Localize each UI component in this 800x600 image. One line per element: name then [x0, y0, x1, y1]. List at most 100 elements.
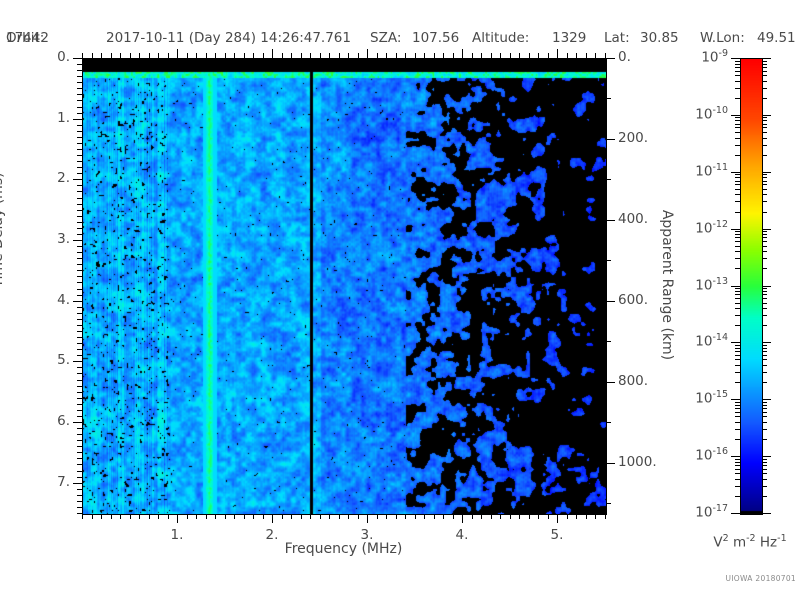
axis-tick	[77, 167, 82, 168]
axis-tick	[735, 412, 740, 413]
axis-tick	[77, 513, 82, 514]
axis-tick	[735, 124, 740, 125]
axis-tick	[77, 216, 82, 217]
axis-tick	[405, 53, 406, 58]
observation-header: Orbit: 17442 2017-10-11 (Day 284) 14:26:4…	[6, 30, 796, 46]
axis-tick	[762, 88, 767, 89]
axis-tick	[386, 53, 387, 58]
axis-tick-label: 4.	[57, 292, 70, 308]
axis-tick	[735, 465, 740, 466]
axis-tick	[595, 514, 596, 519]
axis-tick	[196, 53, 197, 58]
axis-tick	[735, 117, 740, 118]
axis-tick	[762, 298, 767, 299]
axis-tick	[762, 138, 767, 139]
axis-tick	[377, 53, 378, 58]
axis-tick	[77, 185, 82, 186]
axis-tick	[548, 53, 549, 58]
axis-tick	[735, 325, 740, 326]
axis-tick	[291, 53, 292, 58]
axis-tick	[434, 514, 435, 519]
colorbar-tick-label: 10-15	[695, 389, 728, 407]
axis-tick	[130, 53, 131, 58]
axis-tick	[139, 53, 140, 58]
axis-tick	[762, 479, 767, 480]
axis-tick	[77, 471, 82, 472]
axis-tick	[244, 514, 245, 519]
axis-tick	[519, 514, 520, 519]
axis-tick	[443, 53, 444, 58]
colorbar-tick-label: 10-11	[695, 162, 728, 180]
axis-tick	[762, 229, 771, 230]
axis-tick	[762, 177, 767, 178]
axis-tick	[762, 286, 771, 287]
axis-tick	[735, 127, 740, 128]
axis-tick	[253, 514, 254, 519]
axis-tick	[77, 501, 82, 502]
colorbar-tick-label: 10-17	[695, 503, 728, 521]
axis-tick	[77, 64, 82, 65]
axis-tick	[762, 172, 771, 173]
axis-tick	[111, 53, 112, 58]
axis-tick	[310, 514, 311, 519]
axis-tick-label: 1.	[57, 110, 70, 126]
axis-tick	[215, 514, 216, 519]
axis-tick	[177, 514, 178, 523]
axis-tick	[348, 514, 349, 519]
colorbar-tick-label: 10-9	[701, 48, 728, 66]
header-wlon-value: 49.51	[757, 30, 796, 46]
axis-tick	[606, 341, 611, 342]
axis-tick	[329, 514, 330, 519]
axis-tick	[735, 291, 740, 292]
axis-tick	[481, 514, 482, 519]
axis-tick	[130, 514, 131, 519]
axis-tick	[606, 98, 611, 99]
axis-tick	[735, 416, 740, 417]
axis-tick	[396, 514, 397, 519]
axis-tick	[77, 404, 82, 405]
axis-tick	[735, 355, 740, 356]
axis-tick	[762, 201, 767, 202]
axis-tick	[177, 49, 178, 58]
axis-tick	[77, 295, 82, 296]
axis-tick	[762, 486, 767, 487]
colorbar-tick-label: 10-14	[695, 332, 728, 350]
axis-tick	[77, 70, 82, 71]
axis-tick	[77, 191, 82, 192]
axis-tick	[367, 514, 368, 523]
axis-tick	[735, 298, 740, 299]
axis-tick	[735, 473, 740, 474]
axis-tick	[77, 173, 82, 174]
axis-tick	[762, 315, 767, 316]
axis-tick	[557, 49, 558, 58]
axis-tick	[735, 75, 740, 76]
axis-tick	[367, 49, 368, 58]
axis-tick	[77, 289, 82, 290]
axis-tick	[735, 294, 740, 295]
axis-tick	[606, 179, 611, 180]
axis-tick	[77, 428, 82, 429]
axis-tick	[762, 58, 771, 59]
axis-tick	[731, 513, 740, 514]
axis-tick	[77, 210, 82, 211]
axis-tick	[77, 313, 82, 314]
axis-tick	[234, 514, 235, 519]
axis-tick	[339, 514, 340, 519]
axis-tick	[491, 514, 492, 519]
axis-tick	[762, 429, 767, 430]
axis-tick	[731, 286, 740, 287]
axis-tick-label: 3.	[57, 231, 70, 247]
axis-tick	[762, 422, 767, 423]
axis-tick	[762, 416, 767, 417]
axis-tick	[225, 53, 226, 58]
axis-tick	[762, 405, 767, 406]
axis-tick	[77, 82, 82, 83]
axis-tick	[762, 71, 767, 72]
axis-tick	[735, 177, 740, 178]
axis-tick	[606, 463, 615, 464]
axis-tick	[120, 514, 121, 519]
axis-tick	[762, 189, 767, 190]
axis-tick	[538, 53, 539, 58]
axis-tick	[73, 301, 82, 302]
axis-tick	[158, 53, 159, 58]
